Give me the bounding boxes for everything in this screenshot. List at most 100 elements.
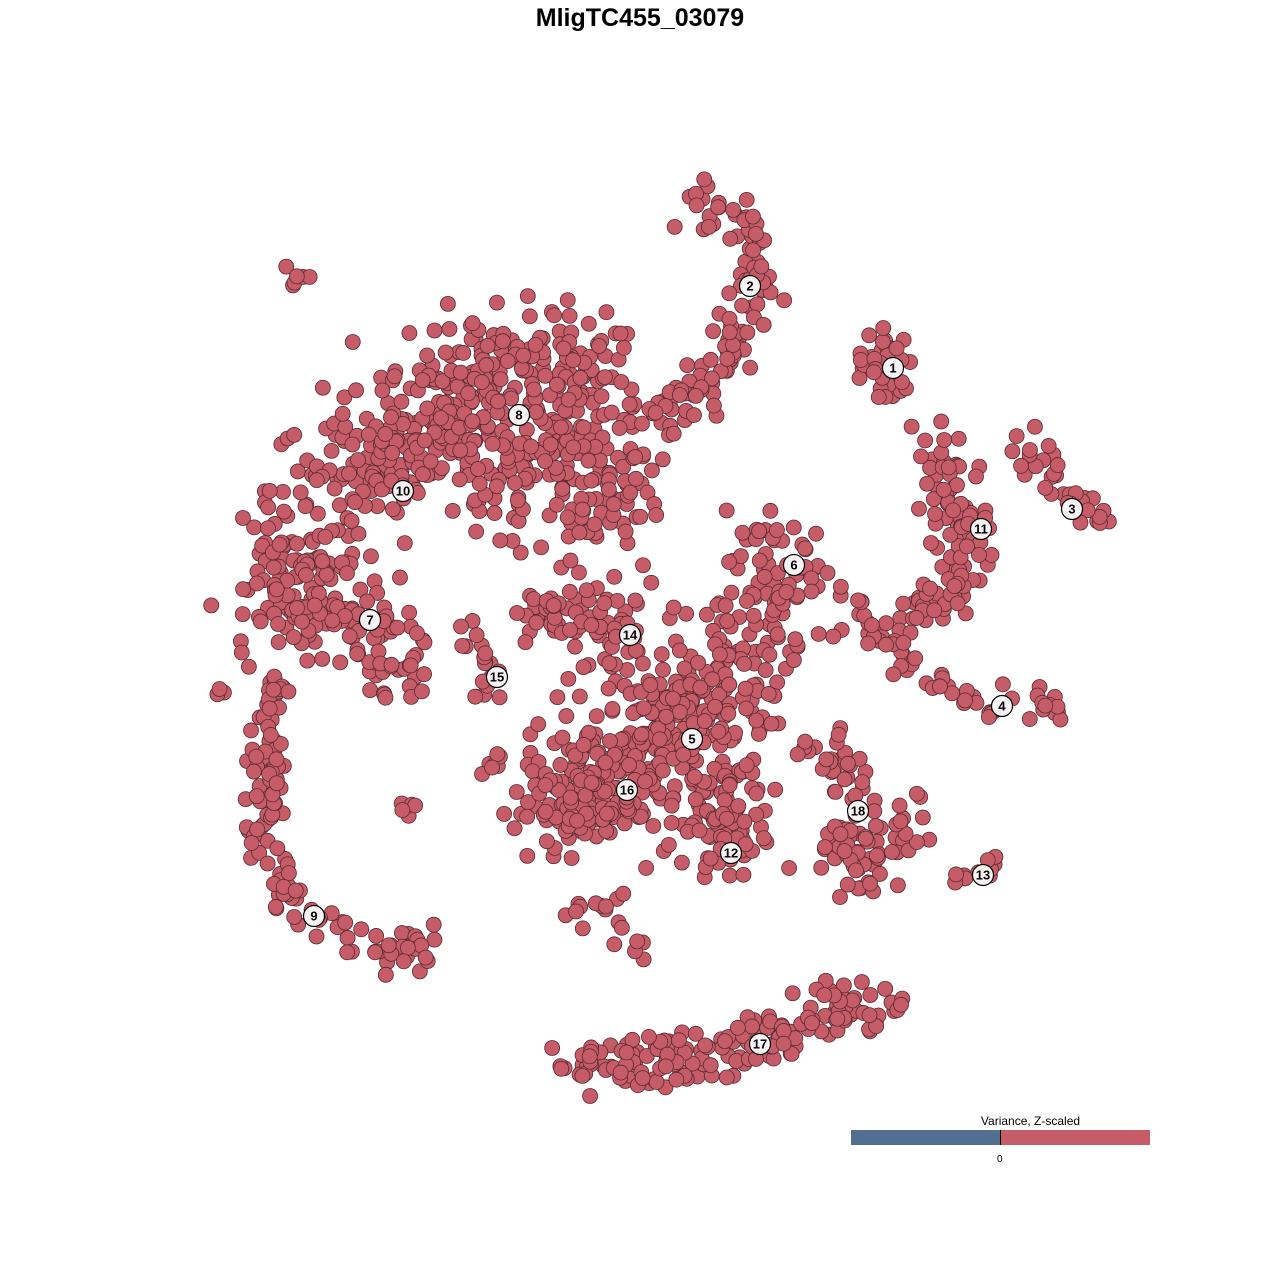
- data-point: [827, 783, 844, 800]
- data-point: [245, 763, 262, 780]
- data-point: [539, 833, 555, 850]
- data-point: [437, 344, 454, 361]
- data-point: [286, 909, 303, 925]
- data-point: [651, 731, 668, 748]
- data-point: [787, 631, 804, 648]
- data-point: [832, 826, 849, 843]
- data-point: [721, 867, 738, 884]
- data-point: [492, 532, 509, 549]
- data-point: [797, 540, 813, 557]
- data-point: [722, 230, 739, 247]
- data-point: [707, 698, 723, 715]
- data-point: [280, 683, 297, 700]
- data-point: [394, 802, 411, 818]
- data-point: [374, 382, 391, 399]
- data-point: [797, 733, 814, 750]
- data-point: [935, 481, 952, 498]
- data-point: [467, 688, 484, 705]
- cluster-label-badge: [615, 778, 639, 802]
- cluster-label-text: 14: [623, 628, 638, 643]
- cluster-label-badge: [881, 356, 905, 380]
- cluster-label-5: 5: [680, 727, 704, 751]
- data-point: [734, 524, 751, 541]
- data-point: [878, 615, 895, 632]
- data-point: [739, 324, 756, 341]
- data-point: [686, 407, 702, 423]
- data-point: [908, 834, 925, 850]
- data-point: [1013, 457, 1029, 474]
- data-point: [606, 568, 623, 585]
- data-point: [470, 461, 486, 477]
- data-point: [957, 692, 973, 709]
- data-point: [582, 1088, 598, 1104]
- data-point: [718, 1069, 735, 1086]
- data-point: [503, 390, 520, 407]
- data-point: [460, 385, 477, 402]
- data-point: [598, 304, 615, 321]
- data-point: [769, 522, 785, 538]
- data-point: [640, 1029, 657, 1045]
- cluster-label-11: 11: [969, 517, 993, 541]
- data-point: [968, 468, 984, 485]
- data-point: [519, 288, 536, 304]
- data-point: [580, 315, 597, 332]
- data-point: [611, 420, 628, 436]
- data-point: [525, 381, 542, 398]
- data-point: [565, 439, 582, 456]
- data-point: [835, 977, 852, 994]
- data-point: [396, 535, 413, 551]
- cluster-label-badge: [846, 799, 870, 823]
- data-point: [488, 478, 505, 495]
- data-point: [832, 889, 848, 905]
- data-point: [751, 552, 768, 569]
- data-point: [940, 459, 957, 476]
- data-point: [725, 202, 742, 218]
- cluster-label-17: 17: [748, 1032, 772, 1056]
- data-point: [343, 512, 360, 529]
- data-point: [748, 785, 765, 802]
- data-point: [945, 502, 962, 519]
- cluster-label-badge: [719, 841, 743, 865]
- data-point: [971, 547, 987, 563]
- data-point: [444, 502, 461, 519]
- data-point: [704, 671, 721, 688]
- data-point: [670, 1032, 687, 1049]
- data-point: [907, 650, 924, 667]
- data-point: [260, 520, 276, 537]
- data-point: [775, 1035, 792, 1052]
- data-point: [705, 323, 721, 340]
- data-point: [911, 500, 927, 517]
- data-point: [959, 538, 975, 555]
- data-point: [691, 822, 708, 839]
- cluster-label-text: 2: [746, 279, 753, 294]
- data-point: [638, 860, 655, 876]
- data-point: [994, 676, 1011, 693]
- cluster-label-6: 6: [782, 553, 806, 577]
- data-point: [552, 757, 569, 773]
- data-point: [679, 357, 696, 374]
- data-point: [686, 768, 703, 785]
- data-point: [486, 505, 503, 521]
- data-point: [613, 374, 630, 390]
- data-point: [346, 494, 363, 510]
- legend-low-segment: [851, 1130, 1001, 1145]
- data-point: [298, 567, 314, 583]
- data-point: [744, 1018, 760, 1035]
- data-point: [863, 617, 880, 634]
- data-point: [635, 700, 652, 717]
- data-point: [917, 432, 934, 449]
- data-point: [922, 580, 938, 597]
- data-point: [950, 430, 967, 447]
- data-point: [509, 492, 526, 509]
- data-point: [606, 936, 623, 953]
- chart-title: MligTC455_03079: [535, 4, 745, 32]
- data-point: [271, 536, 288, 553]
- data-point: [862, 875, 878, 892]
- data-point: [574, 1067, 591, 1084]
- data-point: [927, 506, 943, 522]
- data-point: [344, 436, 361, 453]
- data-point: [604, 701, 621, 717]
- data-point: [663, 815, 680, 831]
- data-point: [249, 821, 266, 838]
